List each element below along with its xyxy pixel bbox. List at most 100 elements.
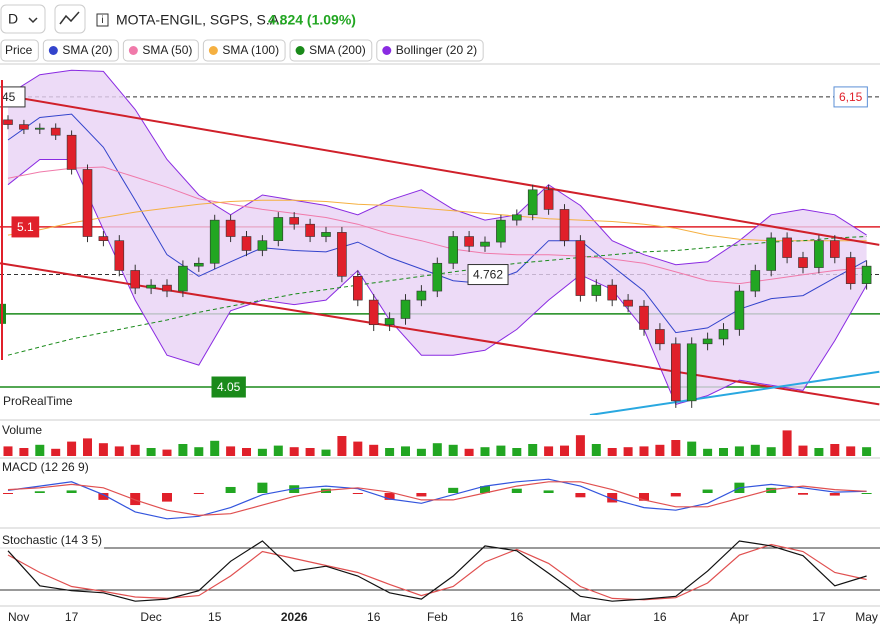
candle-body	[146, 284, 156, 289]
volume-bar	[385, 448, 395, 456]
bollinger-fill	[8, 70, 867, 405]
candle-body	[750, 270, 761, 292]
volume-bar	[162, 449, 172, 456]
candle-body	[337, 232, 347, 277]
macd-histogram	[130, 493, 141, 506]
candle-body	[241, 236, 252, 251]
macd-histogram	[225, 486, 236, 493]
volume-bar	[814, 448, 824, 456]
candle-body	[50, 127, 61, 136]
macd-histogram	[575, 493, 586, 498]
legend-item[interactable]: SMA (200)	[289, 39, 373, 62]
candle-body	[178, 265, 188, 292]
timeframe: D	[8, 11, 18, 27]
candle-body	[718, 329, 729, 340]
candle-body	[829, 240, 840, 258]
volume-bar	[289, 447, 299, 456]
panel-label: Stochastic (14 3 5)	[2, 533, 102, 547]
x-tick-label: 2026	[281, 610, 308, 624]
candle-body	[19, 124, 29, 130]
candle-body	[591, 284, 602, 296]
x-tick-label: Apr	[730, 610, 749, 624]
volume-bar	[194, 447, 204, 456]
legend-item[interactable]: SMA (100)	[202, 39, 286, 62]
bollinger-lower	[7, 159, 868, 405]
candle-body	[464, 236, 474, 247]
candle-body	[3, 119, 13, 125]
level-label-box	[11, 216, 40, 238]
candle-body	[798, 257, 808, 268]
macd-histogram	[511, 488, 522, 493]
legend-item[interactable]: Price	[0, 39, 39, 62]
volume-bar	[83, 438, 92, 456]
macd-histogram	[798, 493, 808, 495]
volume-bar	[448, 444, 458, 456]
legend-swatch	[48, 46, 58, 55]
chart-type-icon	[59, 11, 80, 25]
volume-bar	[719, 448, 728, 456]
instrument-title: MOTA-ENGIL, SGPS, S.A.	[116, 12, 283, 28]
level-label: 5.1	[17, 220, 34, 234]
volume-bar	[369, 444, 379, 456]
candle-body	[766, 237, 777, 271]
trendline	[0, 93, 880, 246]
candle-body	[702, 338, 713, 345]
volume-bar	[226, 446, 236, 456]
volume-bar	[3, 446, 13, 456]
timeframe-button[interactable]	[0, 4, 46, 34]
legend-item[interactable]: SMA (50)	[122, 39, 199, 62]
legend-chip	[42, 39, 119, 62]
candle-body	[66, 134, 77, 170]
volume-bar	[575, 435, 585, 456]
volume-bar	[607, 448, 617, 456]
macd-histogram	[257, 482, 268, 493]
legend-label: SMA (100)	[222, 43, 279, 57]
legend-label: Price	[5, 43, 33, 57]
volume-bar	[178, 444, 188, 456]
sma-line	[7, 166, 867, 285]
level-label: 4.05	[217, 380, 241, 394]
candle-body	[575, 240, 586, 296]
volume-bar	[321, 449, 331, 456]
candle-body	[416, 290, 427, 301]
candle-body	[82, 169, 93, 237]
x-tick-label: 15	[208, 610, 222, 624]
volume-bar	[337, 436, 347, 456]
legend-item[interactable]: Bollinger (20 2)	[376, 39, 484, 62]
volume-bar	[623, 447, 633, 456]
candle-body	[623, 299, 633, 307]
candle-body	[368, 299, 379, 326]
legend-swatch	[382, 46, 392, 55]
candle-body	[686, 343, 697, 402]
volume-bar	[671, 440, 681, 456]
candle-body	[511, 214, 522, 221]
stochastic-k	[7, 540, 867, 602]
candle-body	[257, 240, 268, 251]
candle-body	[845, 257, 856, 284]
legend-item[interactable]: SMA (20)	[42, 39, 119, 62]
volume-bar	[639, 446, 649, 456]
candle-body	[639, 305, 649, 330]
candle-body	[782, 237, 792, 258]
bollinger-upper	[7, 69, 867, 266]
panel-label: MACD (12 26 9)	[2, 460, 89, 474]
volume-bar	[846, 446, 856, 456]
volume-bar	[782, 430, 792, 456]
volume-bar	[67, 441, 77, 456]
x-tick-label: 17	[812, 610, 826, 624]
info-icon[interactable]	[96, 13, 109, 27]
volume-bar	[528, 444, 538, 456]
dropdown-icon	[28, 17, 38, 24]
volume-bar	[51, 448, 61, 456]
legend-label: Bollinger (20 2)	[396, 43, 477, 57]
macd-histogram	[861, 493, 872, 494]
macd-histogram	[480, 486, 490, 493]
volume-bar	[591, 444, 601, 456]
candle-body	[655, 329, 665, 345]
panel-label-box	[0, 533, 105, 549]
volume-bar	[512, 448, 522, 456]
legend-chip	[0, 39, 39, 62]
candle-body	[527, 189, 538, 216]
volume-bar	[98, 443, 108, 456]
volume-bar	[830, 444, 840, 456]
